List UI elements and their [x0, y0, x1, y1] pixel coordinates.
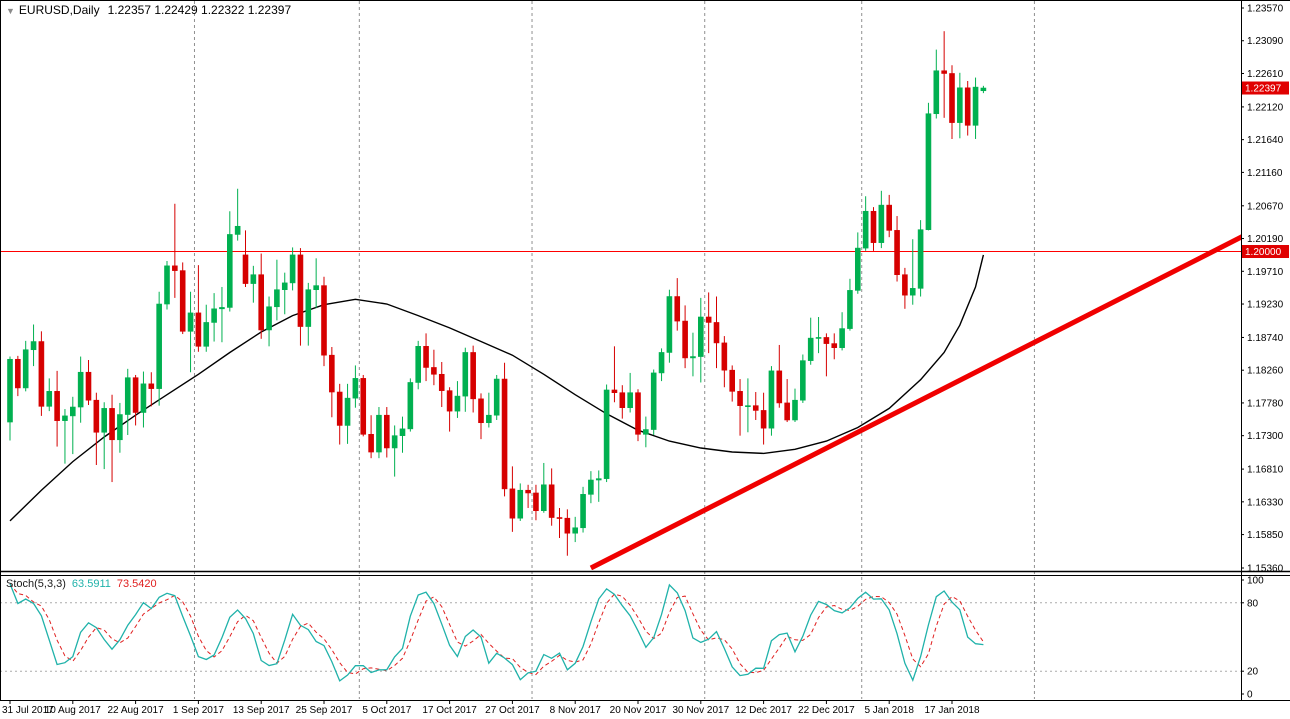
svg-text:13 Sep 2017: 13 Sep 2017: [233, 705, 290, 716]
price-axis[interactable]: 1.23570 1.23090 1.22610 1.22120 1.21640 1.211…: [1241, 4, 1284, 701]
svg-text:1.23570: 1.23570: [1247, 4, 1284, 15]
svg-text:17 Jan 2018: 17 Jan 2018: [924, 705, 979, 716]
svg-text:1.22120: 1.22120: [1247, 102, 1284, 113]
svg-text:20: 20: [1247, 667, 1259, 678]
svg-text:1.18740: 1.18740: [1247, 333, 1284, 344]
stoch-d-value: 73.5420: [116, 578, 157, 590]
svg-text:22 Dec 2017: 22 Dec 2017: [798, 705, 855, 716]
svg-text:1.17300: 1.17300: [1247, 431, 1284, 442]
ohlc-values: 1.22357 1.22429 1.22322 1.22397: [107, 3, 292, 17]
stoch-name: Stoch(5,3,3): [6, 578, 66, 590]
svg-text:22 Aug 2017: 22 Aug 2017: [108, 705, 165, 716]
svg-text:5 Jan 2018: 5 Jan 2018: [864, 705, 914, 716]
svg-text:20 Nov 2017: 20 Nov 2017: [610, 705, 667, 716]
month-separator-gridlines: [193, 1, 1035, 699]
svg-text:8 Nov 2017: 8 Nov 2017: [550, 705, 602, 716]
stoch-indicator-label: Stoch(5,3,3) 63.5911 73.5420: [6, 578, 163, 590]
svg-text:1.19230: 1.19230: [1247, 300, 1284, 311]
stoch-level-lines: [0, 602, 1241, 672]
svg-text:0: 0: [1247, 690, 1253, 701]
svg-text:1.22610: 1.22610: [1247, 69, 1284, 80]
stoch-d-line: [9, 583, 984, 676]
svg-text:31 Jul 2017: 31 Jul 2017: [2, 705, 54, 716]
svg-text:1.16810: 1.16810: [1247, 465, 1284, 476]
symbol-timeframe-label: EURUSD,Daily: [18, 3, 100, 17]
price-tags: 1.20000 1.22397: [1242, 81, 1289, 259]
moving-average-line: [9, 254, 985, 522]
svg-text:1.19710: 1.19710: [1247, 267, 1284, 278]
svg-text:1.20190: 1.20190: [1247, 234, 1284, 245]
stoch-k-line: [9, 583, 984, 682]
stochastic-panel[interactable]: [9, 583, 984, 682]
chart-title: ▼ EURUSD,Daily 1.22357 1.22429 1.22322 1.2…: [6, 3, 291, 17]
svg-text:1.21160: 1.21160: [1247, 168, 1283, 179]
svg-text:25 Sep 2017: 25 Sep 2017: [296, 705, 353, 716]
svg-text:1.17780: 1.17780: [1247, 398, 1284, 409]
symbol-marker-icon: ▼: [6, 6, 15, 16]
trendline[interactable]: [589, 234, 1243, 570]
svg-text:27 Oct 2017: 27 Oct 2017: [485, 705, 540, 716]
svg-text:100: 100: [1247, 576, 1264, 587]
svg-text:17 Oct 2017: 17 Oct 2017: [422, 705, 477, 716]
svg-text:1 Sep 2017: 1 Sep 2017: [173, 705, 225, 716]
svg-text:1.21640: 1.21640: [1247, 135, 1284, 146]
svg-text:1.20000: 1.20000: [1245, 247, 1282, 258]
svg-text:10 Aug 2017: 10 Aug 2017: [45, 705, 102, 716]
svg-text:1.22397: 1.22397: [1245, 84, 1282, 95]
candles-layer[interactable]: [7, 31, 987, 556]
svg-text:30 Nov 2017: 30 Nov 2017: [672, 705, 729, 716]
stoch-k-value: 63.5911: [71, 578, 111, 590]
svg-text:1.20670: 1.20670: [1247, 201, 1284, 212]
main-panel[interactable]: [0, 31, 1243, 570]
svg-text:1.16330: 1.16330: [1247, 497, 1284, 508]
svg-text:1.23090: 1.23090: [1247, 36, 1284, 47]
svg-text:1.15360: 1.15360: [1247, 564, 1284, 575]
svg-text:1.15850: 1.15850: [1247, 530, 1284, 541]
svg-text:80: 80: [1247, 598, 1259, 609]
panel-borders: [0, 0, 1290, 701]
svg-text:1.18260: 1.18260: [1247, 366, 1284, 377]
svg-text:12 Dec 2017: 12 Dec 2017: [735, 705, 792, 716]
svg-text:5 Oct 2017: 5 Oct 2017: [362, 705, 411, 716]
